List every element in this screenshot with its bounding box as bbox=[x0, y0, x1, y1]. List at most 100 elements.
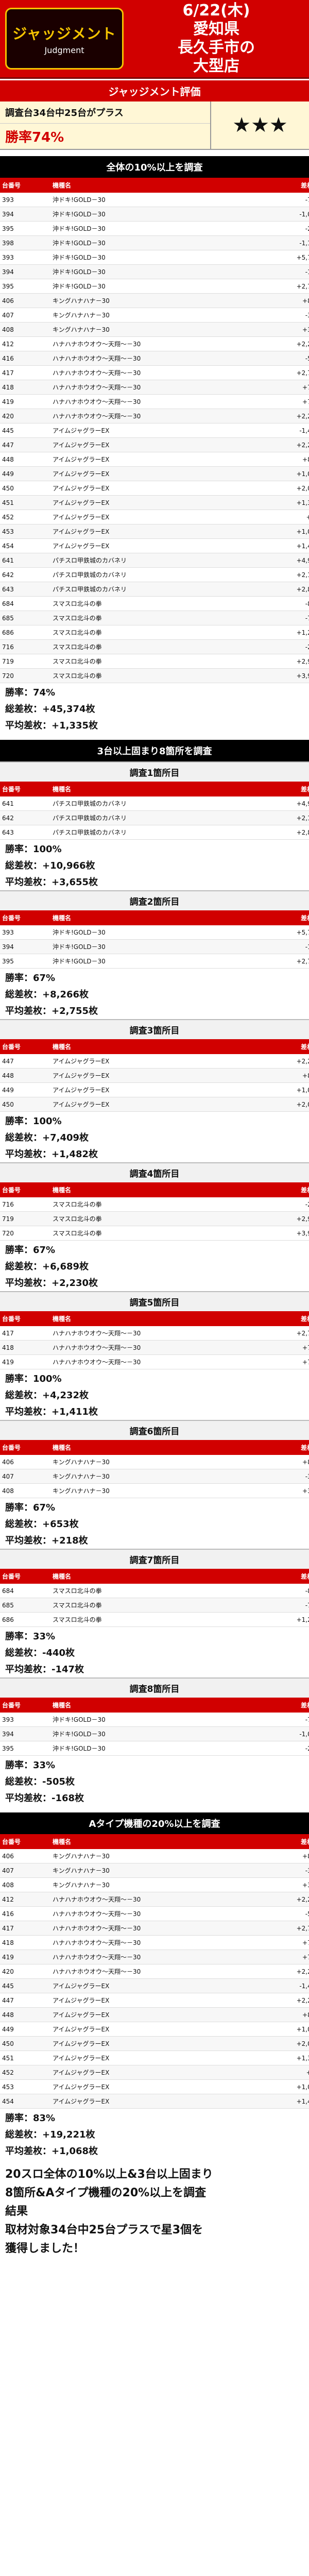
diff-cell: +86 bbox=[183, 510, 309, 524]
group-block: 調査5箇所目台番号機種名差枚数417ハナハナホウオウ～天翔～－30+2,7064… bbox=[0, 1291, 309, 1420]
diff-cell: +2,293 bbox=[183, 1964, 309, 1979]
machine-name-cell: 沖ドキ!GOLD－30 bbox=[50, 207, 183, 222]
group-title: 調査5箇所目 bbox=[0, 1291, 309, 1311]
machine-number-cell: 452 bbox=[0, 2065, 50, 2080]
diff-cell: -157 bbox=[183, 264, 309, 279]
group-table: 台番号機種名差枚数684スマスロ北斗の拳-860685スマスロ北斗の拳-7136… bbox=[0, 1569, 309, 1627]
machine-name-cell: キングハナハナ－30 bbox=[50, 1469, 183, 1484]
group-block: 調査8箇所目台番号機種名差枚数393沖ドキ!GOLD－30-702394沖ドキ!… bbox=[0, 1677, 309, 1806]
group-block: 調査6箇所目台番号機種名差枚数406キングハナハナ－30+833407キングハナ… bbox=[0, 1420, 309, 1549]
diff-cell: +3,996 bbox=[183, 1226, 309, 1241]
diff-cell: +1,355 bbox=[183, 2050, 309, 2065]
group-table: 台番号機種名差枚数716スマスロ北斗の拳-294719スマスロ北斗の拳+2,98… bbox=[0, 1182, 309, 1241]
diff-cell: +2,098 bbox=[183, 1097, 309, 1112]
machine-number-cell: 447 bbox=[0, 1054, 50, 1069]
machine-number-cell: 684 bbox=[0, 1584, 50, 1598]
group-win-rate: 勝率：100% bbox=[5, 1116, 62, 1127]
machine-number-cell: 449 bbox=[0, 2022, 50, 2037]
diff-cell: +842 bbox=[183, 452, 309, 467]
col-diff: 差枚数 bbox=[183, 782, 309, 796]
machine-name-cell: 沖ドキ!GOLD－30 bbox=[50, 954, 183, 969]
diff-cell: +799 bbox=[183, 394, 309, 409]
group-title: 調査8箇所目 bbox=[0, 1677, 309, 1698]
machine-name-cell: アイムジャグラーEX bbox=[50, 1978, 183, 1993]
diff-cell: +1,014 bbox=[183, 2022, 309, 2037]
col-machine-number: 台番号 bbox=[0, 1569, 50, 1584]
machine-number-cell: 406 bbox=[0, 293, 50, 308]
machine-name-cell: 沖ドキ!GOLD－30 bbox=[50, 1726, 183, 1741]
diff-cell: +393 bbox=[183, 1483, 309, 1498]
machine-name-cell: キングハナハナ－30 bbox=[50, 1849, 183, 1863]
machine-name-cell: パチスロ甲鉄城のカバネリ bbox=[50, 553, 183, 568]
machine-number-cell: 449 bbox=[0, 1082, 50, 1097]
machine-name-cell: スマスロ北斗の拳 bbox=[50, 1226, 183, 1241]
col-machine-number: 台番号 bbox=[0, 1182, 50, 1197]
machine-name-cell: キングハナハナ－30 bbox=[50, 1877, 183, 1892]
machine-name-cell: アイムジャグラーEX bbox=[50, 2050, 183, 2065]
diff-cell: +2,236 bbox=[183, 1892, 309, 1907]
machine-name-cell: パチスロ甲鉄城のカバネリ bbox=[50, 825, 183, 840]
group-total: 総差枚：-505枚 bbox=[5, 1776, 75, 1787]
machine-name-cell: スマスロ北斗の拳 bbox=[50, 625, 183, 640]
location-line-3: 大型店 bbox=[193, 57, 239, 75]
diff-cell: +1,025 bbox=[183, 2079, 309, 2094]
machine-number-cell: 420 bbox=[0, 409, 50, 423]
machine-name-cell: 沖ドキ!GOLD－30 bbox=[50, 193, 183, 207]
col-machine-number: 台番号 bbox=[0, 1440, 50, 1455]
machine-number-cell: 451 bbox=[0, 2050, 50, 2065]
machine-name-cell: 沖ドキ!GOLD－30 bbox=[50, 1741, 183, 1756]
table-header-row: 台番号 機種名 差枚数 bbox=[0, 178, 309, 193]
diff-cell: +4,983 bbox=[183, 553, 309, 568]
table-header-row: 台番号機種名差枚数 bbox=[0, 1039, 309, 1054]
diff-cell: +393 bbox=[183, 322, 309, 337]
evaluation-condition: 調査台34台中25台がプラス bbox=[0, 101, 210, 124]
machine-number-cell: 448 bbox=[0, 2007, 50, 2022]
diff-cell: +2,280 bbox=[183, 437, 309, 452]
machine-name-cell: アイムジャグラーEX bbox=[50, 1068, 183, 1083]
diff-cell: +4,983 bbox=[183, 796, 309, 811]
diff-cell: -157 bbox=[183, 939, 309, 954]
atype-section-title: Aタイプ機種の20%以上を調査 bbox=[0, 1812, 309, 1834]
col-diff: 差枚数 bbox=[183, 1834, 309, 1849]
summary-line: 取材対象34台中25台プラスで星3個を bbox=[5, 2224, 203, 2236]
machine-number-cell: 450 bbox=[0, 2036, 50, 2051]
group-total: 総差枚：-440枚 bbox=[5, 1648, 75, 1658]
diff-cell: +1,291 bbox=[183, 625, 309, 640]
diff-cell: -860 bbox=[183, 596, 309, 611]
machine-number-cell: 448 bbox=[0, 1068, 50, 1083]
group-total: 総差枚：+7,409枚 bbox=[5, 1132, 89, 1143]
diff-cell: +2,706 bbox=[183, 1326, 309, 1341]
diff-cell: +2,987 bbox=[183, 1211, 309, 1226]
machine-name-cell: 沖ドキ!GOLD－30 bbox=[50, 235, 183, 250]
machine-name-cell: スマスロ北斗の拳 bbox=[50, 1598, 183, 1613]
group-table: 台番号機種名差枚数406キングハナハナ－30+833407キングハナハナ－30-… bbox=[0, 1440, 309, 1498]
col-diff: 差枚数 bbox=[183, 1698, 309, 1713]
report-date: 6/22(木) bbox=[182, 2, 250, 20]
diff-cell: +2,181 bbox=[183, 567, 309, 582]
evaluation-left: 調査台34台中25台がプラス 勝率74% bbox=[0, 101, 211, 149]
machine-number-cell: 720 bbox=[0, 668, 50, 683]
machine-name-cell: キングハナハナ－30 bbox=[50, 1483, 183, 1498]
diff-cell: -294 bbox=[183, 639, 309, 654]
group-section-title: 3台以上固まり8箇所を調査 bbox=[0, 740, 309, 761]
machine-name-cell: アイムジャグラーEX bbox=[50, 2036, 183, 2051]
group-title: 調査6箇所目 bbox=[0, 1420, 309, 1440]
group-table: 台番号機種名差枚数393沖ドキ!GOLD－30-702394沖ドキ!GOLD－3… bbox=[0, 1698, 309, 1756]
group-title: 調査3箇所目 bbox=[0, 1019, 309, 1039]
machine-number-cell: 643 bbox=[0, 825, 50, 840]
diff-cell: +2,708 bbox=[183, 954, 309, 969]
col-machine-name: 機種名 bbox=[50, 1311, 183, 1326]
diff-cell: +2,181 bbox=[183, 810, 309, 825]
machine-number-cell: 407 bbox=[0, 1863, 50, 1878]
